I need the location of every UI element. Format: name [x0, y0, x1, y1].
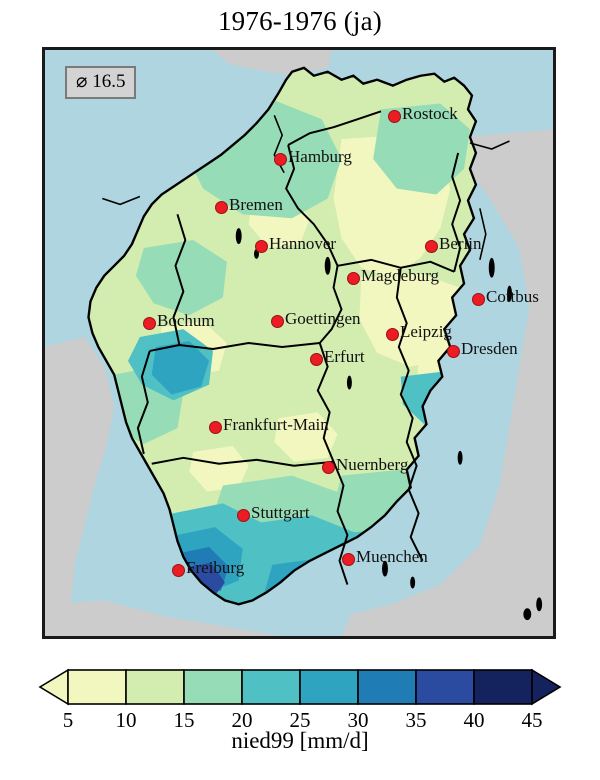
colorbar-extend-max: [531, 668, 562, 706]
colorbar-extend-min: [38, 668, 69, 706]
city-dot-icon: [214, 200, 228, 214]
city-label: Berlin: [439, 234, 482, 253]
colorbar-svg[interactable]: 5 10 15 20 25 30 35 40 45: [0, 660, 600, 730]
colorbar-tick-labels: 5 10 15 20 25 30 35 40 45: [63, 708, 543, 730]
city-label: Rostock: [402, 104, 458, 123]
city-dot-icon: [346, 271, 360, 285]
city-label: Hannover: [269, 234, 337, 253]
city-dot-icon: [446, 344, 460, 358]
city-label: Magdeburg: [361, 266, 440, 285]
city-label: Muenchen: [356, 547, 428, 566]
city-dot-icon: [387, 109, 401, 123]
city-label: Leipzig: [400, 322, 452, 341]
city-dot-icon: [309, 352, 323, 366]
city-label: Stuttgart: [251, 503, 310, 522]
colorbar-segment-7: [473, 669, 533, 705]
city-dot-icon: [254, 239, 268, 253]
colorbar-segment-5: [357, 669, 417, 705]
colorbar-segment-0: [67, 669, 127, 705]
map-axes: ⌀ 16.5 Rostock Hamburg Bremen Hannover Berli…: [42, 47, 556, 639]
city-label: Cottbus: [486, 287, 539, 306]
city-dot-icon: [171, 563, 185, 577]
city-dot-icon: [273, 152, 287, 166]
colorbar-tick-35: 35: [406, 708, 427, 730]
city-label: Nuernberg: [336, 455, 409, 474]
city-label: Frankfurt-Main: [223, 415, 329, 434]
neighbour-countries: [45, 50, 553, 636]
colorbar-tick-40: 40: [464, 708, 485, 730]
mean-value-text: ⌀ 16.5: [76, 71, 126, 92]
colorbar-tick-15: 15: [174, 708, 195, 730]
colorbar-segments: [38, 668, 562, 706]
colorbar-segment-6: [415, 669, 475, 705]
city-dot-icon: [270, 314, 284, 328]
germany-national-border: [87, 66, 478, 606]
city-dot-icon: [321, 460, 335, 474]
colorbar-tick-5: 5: [63, 708, 74, 730]
mean-annotation-box: ⌀ 16.5: [65, 66, 137, 99]
city-label: Bochum: [157, 311, 215, 330]
colorbar-label: nied99 [mm/d]: [231, 728, 369, 753]
city-label: Freiburg: [186, 558, 245, 577]
city-label: Erfurt: [324, 347, 365, 366]
colorbar-segment-4: [299, 669, 359, 705]
page-title: 1976-1976 (ja): [217, 6, 382, 36]
city-dot-icon: [471, 292, 485, 306]
colorbar-tick-25: 25: [290, 708, 311, 730]
colorbar-tick-20: 20: [232, 708, 253, 730]
precipitation-map: [45, 50, 553, 636]
city-dot-icon: [385, 327, 399, 341]
colorbar: 5 10 15 20 25 30 35 40 45 nied99 [mm/d]: [0, 660, 600, 780]
city-dot-icon: [236, 508, 250, 522]
colorbar-segment-1: [125, 669, 185, 705]
hydrography: [102, 115, 510, 261]
state-borders: [136, 110, 462, 585]
city-dot-icon: [142, 316, 156, 330]
colorbar-tick-30: 30: [348, 708, 369, 730]
islands: [235, 228, 543, 621]
city-dot-icon: [424, 239, 438, 253]
colorbar-tick-10: 10: [116, 708, 137, 730]
city-label: Dresden: [461, 339, 518, 358]
city-label: Bremen: [229, 195, 283, 214]
city-dot-icon: [208, 420, 222, 434]
city-label: Goettingen: [285, 309, 361, 328]
city-dot-icon: [341, 552, 355, 566]
colorbar-segment-2: [183, 669, 243, 705]
colorbar-segment-3: [241, 669, 301, 705]
city-label: Hamburg: [288, 147, 352, 166]
colorbar-tick-45: 45: [522, 708, 543, 730]
